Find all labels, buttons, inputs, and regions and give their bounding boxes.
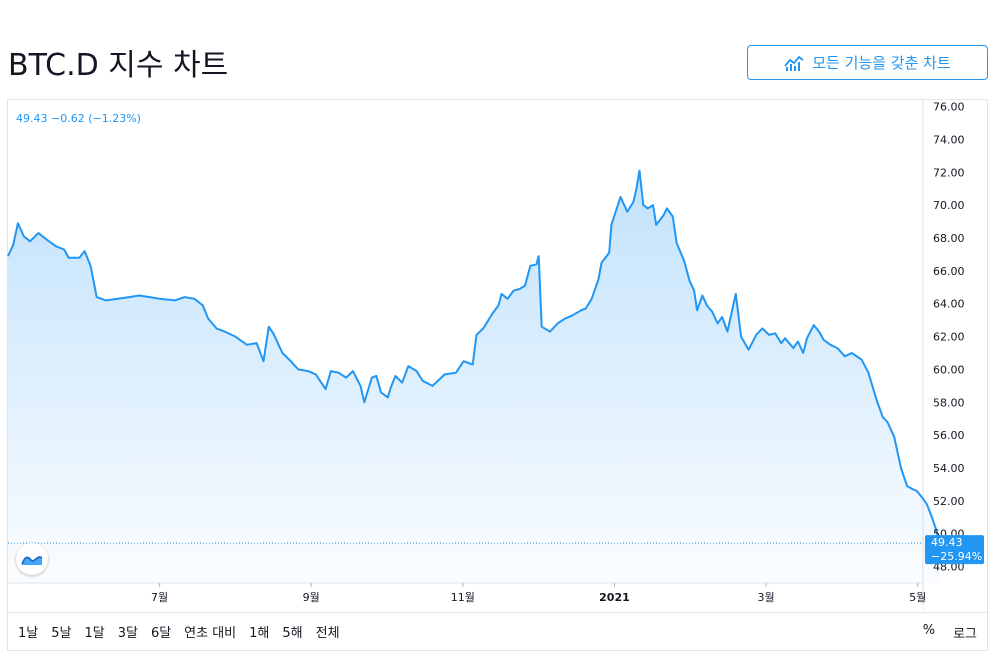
y-tick-label: 66.00 — [933, 265, 965, 278]
y-tick-label: 72.00 — [933, 166, 965, 179]
timeframe-1d[interactable]: 1날 — [18, 626, 39, 641]
last-price-value: 49.43 — [931, 536, 963, 549]
timeframe-6m[interactable]: 6달 — [150, 626, 172, 641]
y-tick-label: 52.00 — [933, 495, 965, 508]
percent-scale-toggle[interactable]: % — [922, 623, 936, 638]
x-tick-label: 7월 — [151, 591, 168, 604]
y-tick-label: 70.00 — [933, 199, 965, 212]
timeframe-toolbar: 1날 5날 1달 3달 6달 연초 대비 1해 5해 전체 % 로그 — [8, 612, 987, 650]
timeframe-1m[interactable]: 1달 — [84, 626, 105, 641]
timeframe-ytd[interactable]: 연초 대비 — [184, 626, 237, 641]
x-tick-label: 11월 — [451, 591, 475, 604]
last-price-badge: 49.43 −25.94% — [925, 535, 984, 565]
y-tick-label: 58.00 — [933, 396, 965, 409]
timeframe-1y[interactable]: 1해 — [249, 626, 270, 641]
y-tick-label: 68.00 — [933, 232, 965, 245]
series-area-fill — [8, 170, 940, 583]
last-price-change: −25.94% — [931, 550, 982, 563]
timeframe-all[interactable]: 전체 — [315, 626, 340, 641]
timeframe-3m[interactable]: 3달 — [117, 626, 138, 641]
y-tick-label: 76.00 — [933, 101, 965, 114]
y-tick-label: 60.00 — [933, 363, 965, 376]
logo-wave-icon — [21, 556, 43, 565]
y-tick-label: 54.00 — [933, 462, 965, 475]
full-chart-button-label: 모든 기능을 갖춘 차트 — [812, 54, 951, 72]
y-tick-label: 74.00 — [933, 133, 965, 146]
chart-line-icon — [784, 55, 804, 71]
y-tick-label: 56.00 — [933, 429, 965, 442]
timeframe-5y[interactable]: 5해 — [282, 626, 303, 641]
full-chart-button[interactable]: 모든 기능을 갖춘 차트 — [747, 45, 988, 80]
x-tick-label: 3월 — [758, 591, 775, 604]
page-title: BTC.D 지수 차트 — [8, 48, 229, 83]
y-tick-label: 64.00 — [933, 298, 965, 311]
x-tick-label: 2021 — [599, 591, 630, 604]
series-line — [7, 169, 941, 544]
price-legend: 49.43 −0.62 (−1.23%) — [16, 112, 141, 125]
x-tick-label: 5월 — [909, 591, 926, 604]
log-scale-toggle[interactable]: 로그 — [953, 627, 977, 642]
chart-frame — [7, 99, 988, 651]
x-tick-label: 9월 — [303, 591, 320, 604]
y-tick-label: 62.00 — [933, 331, 965, 344]
tradingview-logo[interactable] — [16, 543, 48, 575]
timeframe-5d[interactable]: 5날 — [51, 626, 72, 641]
